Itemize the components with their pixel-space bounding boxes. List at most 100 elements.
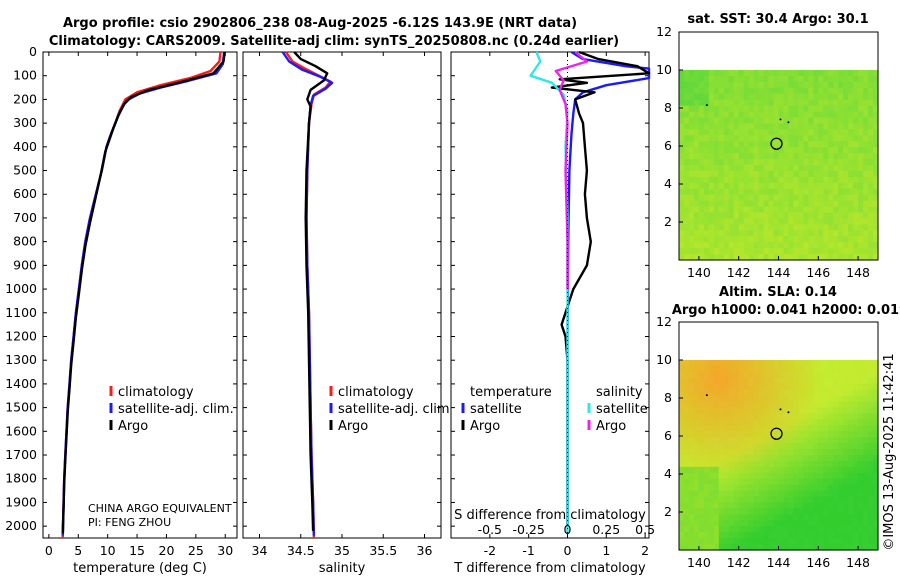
sst-map-cell (788, 129, 795, 136)
sla-map-cell (693, 449, 700, 456)
sla-map-cell (813, 502, 819, 510)
sla-map-cell (788, 377, 795, 385)
sst-map-cell (823, 182, 829, 190)
sla-map-cell (763, 460, 770, 468)
sst-map-cell (853, 117, 859, 125)
difference-xtick-label: -2 (484, 543, 496, 558)
sla-map-cell (813, 520, 819, 527)
sla-map-cell (768, 472, 775, 480)
sst-map-cell (728, 176, 735, 184)
sla-map-cell (808, 532, 814, 539)
sla-map-cell (753, 360, 760, 367)
sla-map-cell (693, 360, 700, 367)
sla-map-cell (718, 443, 725, 450)
sst-map-cell (808, 165, 814, 172)
sst-map-cell (838, 224, 844, 231)
sla-map-cell (768, 425, 775, 432)
sst-map-cell (803, 182, 809, 190)
sst-map-cell (713, 218, 720, 225)
sla-map-cell (838, 425, 844, 432)
sla-map-cell (703, 496, 710, 504)
sla-map-cell (743, 413, 750, 420)
sla-map-cell (718, 484, 725, 492)
sla-float-dot (705, 394, 708, 397)
sst-map-cell (853, 212, 859, 220)
sla-map-cell (713, 508, 720, 515)
sst-map-cell (688, 230, 695, 237)
sst-map-cell (753, 165, 760, 172)
sla-map-cell (763, 431, 770, 438)
sla-map-cell (733, 496, 740, 504)
sla-map-cell (858, 472, 864, 480)
sst-map-cell (783, 99, 790, 107)
sla-map-cell (868, 425, 874, 432)
sst-map-cell (798, 141, 804, 148)
sla-map-cell (738, 449, 745, 456)
sst-map-cell (743, 170, 750, 178)
sst-map-cell (763, 194, 770, 202)
sst-map-cell (768, 87, 775, 95)
sst-map-cell (713, 224, 720, 231)
sst-map-cell (763, 242, 770, 249)
sla-map-cell (873, 413, 879, 420)
sst-map-cell (808, 194, 814, 202)
sst-map-cell (688, 200, 695, 208)
sla-map-cell (778, 466, 785, 474)
sst-map-cell (823, 218, 829, 225)
sla-map-cell (758, 360, 765, 367)
sla-map-cell (703, 508, 710, 515)
sst-map-cell (728, 70, 735, 77)
sst-map-cell (703, 170, 710, 178)
sst-map-cell (763, 206, 770, 214)
sst-map-cell (743, 93, 750, 101)
sst-map-cell (703, 218, 710, 225)
sla-map-cell (798, 425, 804, 432)
sla-map-cell (848, 508, 854, 515)
sla-map-cell (683, 538, 690, 545)
sla-map-cell (823, 532, 829, 539)
sst-map-cell (823, 81, 829, 89)
sst-map-cell (688, 188, 695, 196)
sla-map-cell (863, 419, 869, 426)
sla-map-cell (798, 395, 804, 403)
sst-map-cell (833, 117, 839, 125)
sla-map-cell (823, 413, 829, 420)
sst-map-cell (868, 129, 874, 136)
sst-map-cell (858, 212, 864, 220)
sla-map-cell (728, 508, 735, 515)
sst-map-cell (728, 111, 735, 119)
sst-map-cell (743, 206, 750, 214)
sla-map-cell (833, 413, 839, 420)
sst-map-cell (788, 105, 795, 113)
sst-map-cell (838, 236, 844, 243)
sla-map-cell (813, 532, 819, 539)
sla-map-cell (733, 431, 740, 438)
sst-map-cell (683, 248, 690, 255)
sla-map-cell (853, 502, 859, 510)
sla-map-cell (788, 466, 795, 474)
sla-map-cell (818, 377, 824, 385)
sst-map-cell (853, 87, 859, 95)
sst-map-cell (848, 117, 854, 125)
sla-map-cell (798, 437, 804, 444)
sla-map-cell (708, 526, 715, 533)
sst-map-cell (698, 224, 705, 231)
sla-map-cell (793, 532, 799, 539)
sst-map-cell (679, 129, 685, 136)
sst-map-cell (693, 170, 700, 178)
sla-map-cell (763, 437, 770, 444)
sla-map-cell (688, 437, 695, 444)
sla-map-cell (733, 365, 740, 373)
sst-map-cell (753, 105, 760, 113)
sst-map-cell (708, 81, 715, 89)
sla-map-cell (698, 395, 705, 403)
sst-map-cell (738, 93, 745, 101)
sst-map-cell (708, 170, 715, 178)
sla-map-cell (868, 466, 874, 474)
sla-map-cell (743, 383, 750, 391)
sla-map-cell (828, 544, 834, 551)
sla-map-cell (703, 413, 710, 420)
sst-map-cell (679, 93, 685, 101)
sst-map-cell (773, 236, 780, 243)
